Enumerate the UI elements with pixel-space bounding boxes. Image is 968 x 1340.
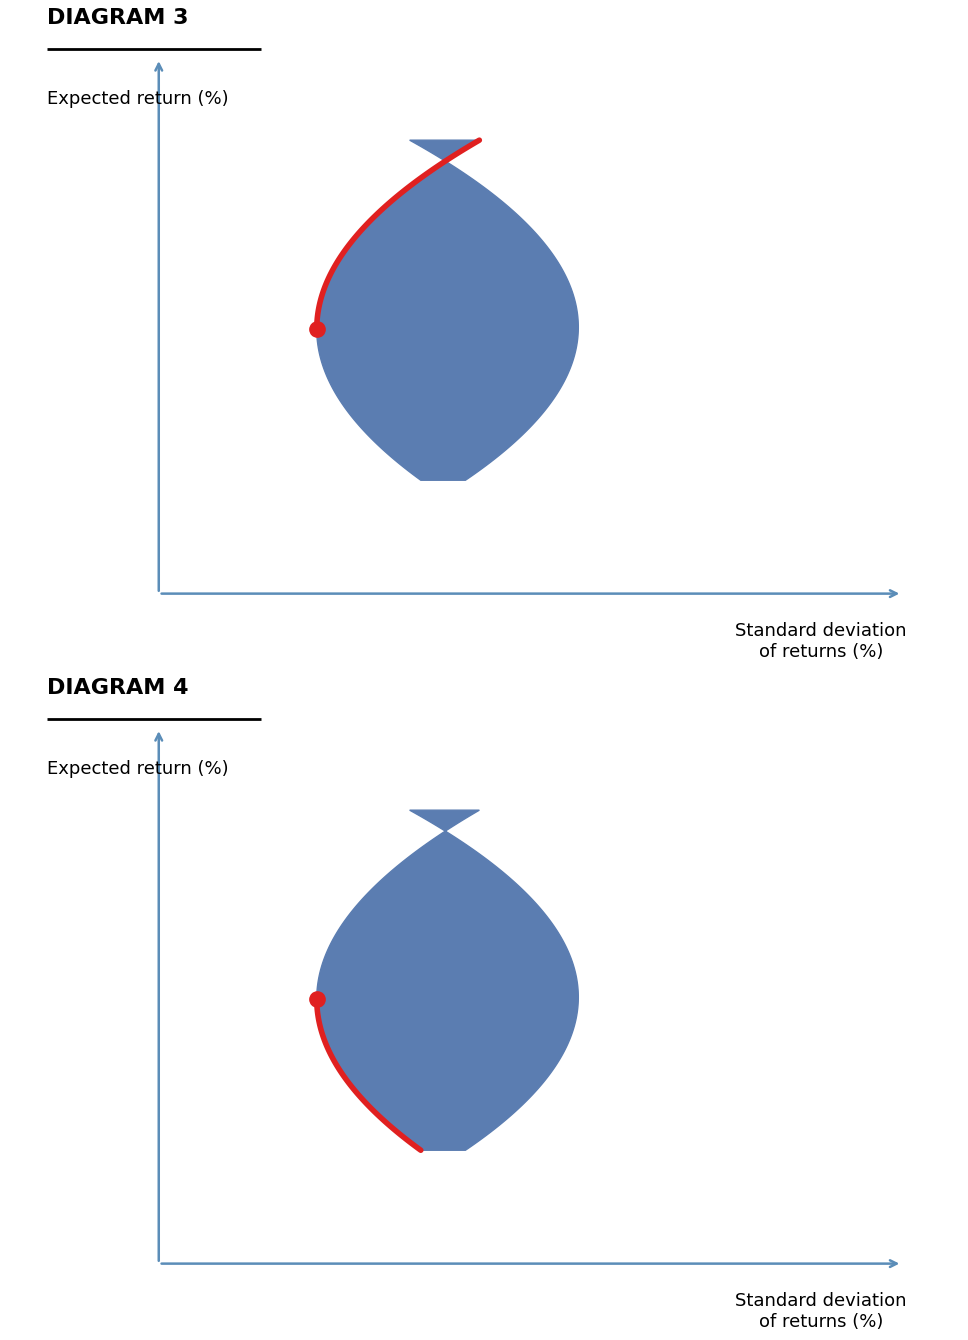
Text: Standard deviation
of returns (%): Standard deviation of returns (%) — [736, 622, 907, 661]
Polygon shape — [317, 811, 578, 1150]
Text: Expected return (%): Expected return (%) — [47, 90, 228, 107]
Polygon shape — [317, 141, 578, 480]
Text: Standard deviation
of returns (%): Standard deviation of returns (%) — [736, 1292, 907, 1331]
Text: DIAGRAM 4: DIAGRAM 4 — [47, 678, 189, 698]
Text: Expected return (%): Expected return (%) — [47, 760, 228, 777]
Text: DIAGRAM 3: DIAGRAM 3 — [47, 8, 189, 28]
